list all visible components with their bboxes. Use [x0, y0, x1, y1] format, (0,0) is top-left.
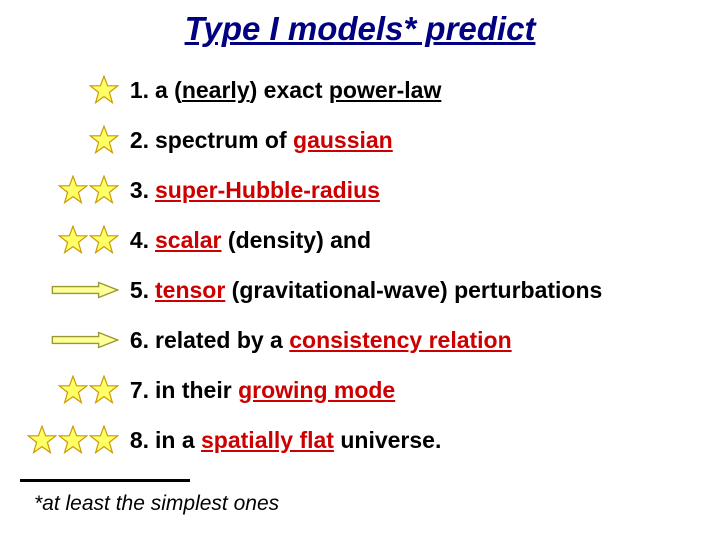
icon-column [0, 375, 125, 405]
item-number: 4. [125, 227, 155, 254]
item-number: 3. [125, 177, 155, 204]
list-item: 3.super-Hubble-radius [0, 173, 720, 207]
item-text: in their growing mode [155, 377, 395, 404]
text-span: in a [155, 427, 201, 453]
item-text: related by a consistency relation [155, 327, 512, 354]
keyword-span: tensor [155, 277, 225, 303]
text-span: related by a [155, 327, 289, 353]
keyword-span: nearly [182, 77, 250, 103]
list-item: 2.spectrum of gaussian [0, 123, 720, 157]
list-item: 8.in a spatially flat universe. [0, 423, 720, 457]
icon-column [0, 331, 125, 349]
star-icon [89, 75, 119, 105]
list-item: 7.in their growing mode [0, 373, 720, 407]
text-span: (density) and [222, 227, 372, 253]
keyword-span: growing mode [238, 377, 395, 403]
list-item: 5.tensor (gravitational-wave) perturbati… [0, 273, 720, 307]
keyword-span: gaussian [293, 127, 393, 153]
text-span: a ( [155, 77, 182, 103]
item-number: 1. [125, 77, 155, 104]
text-span: spectrum of [155, 127, 293, 153]
item-text: scalar (density) and [155, 227, 371, 254]
star-icon [58, 375, 88, 405]
item-text: tensor (gravitational-wave) perturbation… [155, 277, 602, 304]
item-number: 7. [125, 377, 155, 404]
item-text: a (nearly) exact power-law [155, 77, 441, 104]
star-icon [58, 175, 88, 205]
star-icon [89, 375, 119, 405]
text-span: ) exact [250, 77, 329, 103]
keyword-span: spatially flat [201, 427, 334, 453]
icon-column [0, 125, 125, 155]
footnote-text: *at least the simplest ones [34, 492, 279, 516]
text-span: universe. [334, 427, 441, 453]
keyword-span: scalar [155, 227, 222, 253]
star-icon [89, 175, 119, 205]
arrow-icon [51, 331, 119, 349]
star-icon [89, 425, 119, 455]
icon-column [0, 425, 125, 455]
star-icon [58, 425, 88, 455]
item-text: super-Hubble-radius [155, 177, 380, 204]
slide-title: Type I models* predict [0, 0, 720, 73]
list-item: 6.related by a consistency relation [0, 323, 720, 357]
star-icon [89, 125, 119, 155]
text-span: in their [155, 377, 238, 403]
item-text: in a spatially flat universe. [155, 427, 441, 454]
keyword-span: super-Hubble-radius [155, 177, 380, 203]
icon-column [0, 225, 125, 255]
item-number: 5. [125, 277, 155, 304]
item-number: 6. [125, 327, 155, 354]
icon-column [0, 281, 125, 299]
arrow-icon [51, 281, 119, 299]
item-text: spectrum of gaussian [155, 127, 393, 154]
icon-column [0, 175, 125, 205]
icon-column [0, 75, 125, 105]
star-icon [89, 225, 119, 255]
footnote-divider [20, 479, 190, 482]
star-icon [58, 225, 88, 255]
star-icon [27, 425, 57, 455]
item-number: 2. [125, 127, 155, 154]
keyword-span: consistency relation [289, 327, 511, 353]
prediction-list: 1.a (nearly) exact power-law 2.spectrum … [0, 73, 720, 457]
list-item: 1.a (nearly) exact power-law [0, 73, 720, 107]
text-span: (gravitational-wave) perturbations [225, 277, 602, 303]
item-number: 8. [125, 427, 155, 454]
list-item: 4.scalar (density) and [0, 223, 720, 257]
keyword-span: power-law [329, 77, 441, 103]
